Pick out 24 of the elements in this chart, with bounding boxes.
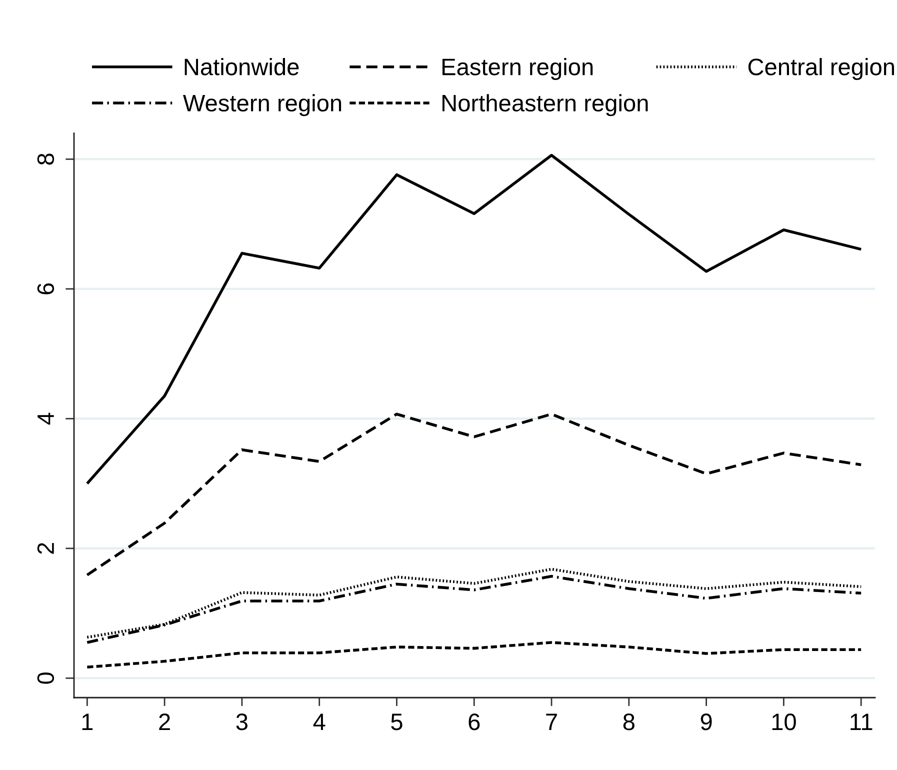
x-tick-label: 4 xyxy=(313,714,326,730)
y-tick-label: 2 xyxy=(37,543,54,554)
line-series xyxy=(86,154,862,485)
y-tick-label: 4 xyxy=(38,412,54,425)
legend-label: Northeastern region xyxy=(442,94,648,116)
y-tick-label: 0 xyxy=(37,672,54,684)
x-tick-label: 1 xyxy=(82,714,93,730)
line-series xyxy=(86,641,862,669)
x-tick-label: 2 xyxy=(159,714,170,730)
x-tick-label: 7 xyxy=(546,714,557,730)
legend-label: Central region xyxy=(748,58,894,80)
x-tick-label: 11 xyxy=(850,714,872,730)
line-series xyxy=(86,412,862,576)
y-tick-label: 6 xyxy=(37,283,54,294)
y-tick-label: 8 xyxy=(37,154,54,165)
legend-label: Eastern region xyxy=(442,58,593,80)
legend-label: Nationwide xyxy=(184,58,299,76)
x-tick-label: 8 xyxy=(623,714,634,730)
x-tick-label: 5 xyxy=(391,714,402,730)
x-tick-label: 3 xyxy=(236,714,248,730)
x-tick-label: 6 xyxy=(468,714,480,730)
legend-label: Western region xyxy=(183,94,342,116)
x-tick-label: 10 xyxy=(772,714,796,730)
x-tick-label: 9 xyxy=(700,714,712,730)
